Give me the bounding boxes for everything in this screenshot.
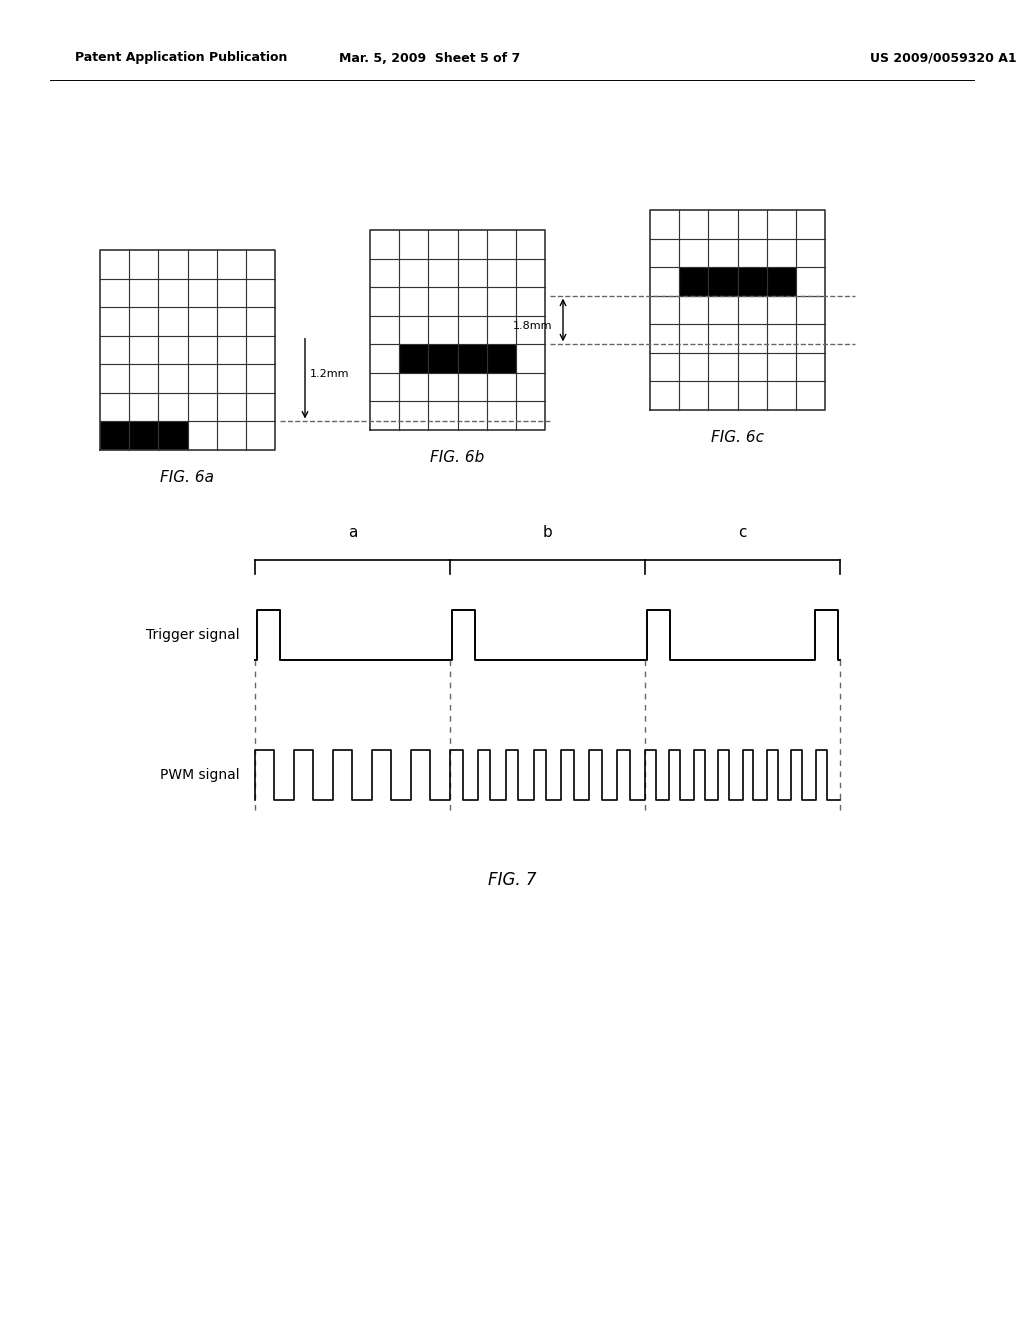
- Bar: [399, 345, 516, 372]
- Text: a: a: [348, 525, 357, 540]
- Text: US 2009/0059320 A1: US 2009/0059320 A1: [870, 51, 1017, 65]
- Text: PWM signal: PWM signal: [161, 768, 240, 781]
- Text: Trigger signal: Trigger signal: [146, 628, 240, 642]
- Text: Mar. 5, 2009  Sheet 5 of 7: Mar. 5, 2009 Sheet 5 of 7: [339, 51, 520, 65]
- Text: c: c: [738, 525, 746, 540]
- Text: b: b: [543, 525, 552, 540]
- Text: FIG. 6b: FIG. 6b: [430, 450, 484, 466]
- Text: 1.2mm: 1.2mm: [310, 368, 349, 379]
- Text: Patent Application Publication: Patent Application Publication: [75, 51, 288, 65]
- Bar: [100, 421, 187, 450]
- Text: FIG. 6a: FIG. 6a: [161, 470, 214, 486]
- Text: 1.8mm: 1.8mm: [513, 321, 553, 331]
- Bar: [679, 267, 796, 296]
- Text: FIG. 7: FIG. 7: [487, 871, 537, 888]
- Text: FIG. 6c: FIG. 6c: [711, 430, 764, 446]
